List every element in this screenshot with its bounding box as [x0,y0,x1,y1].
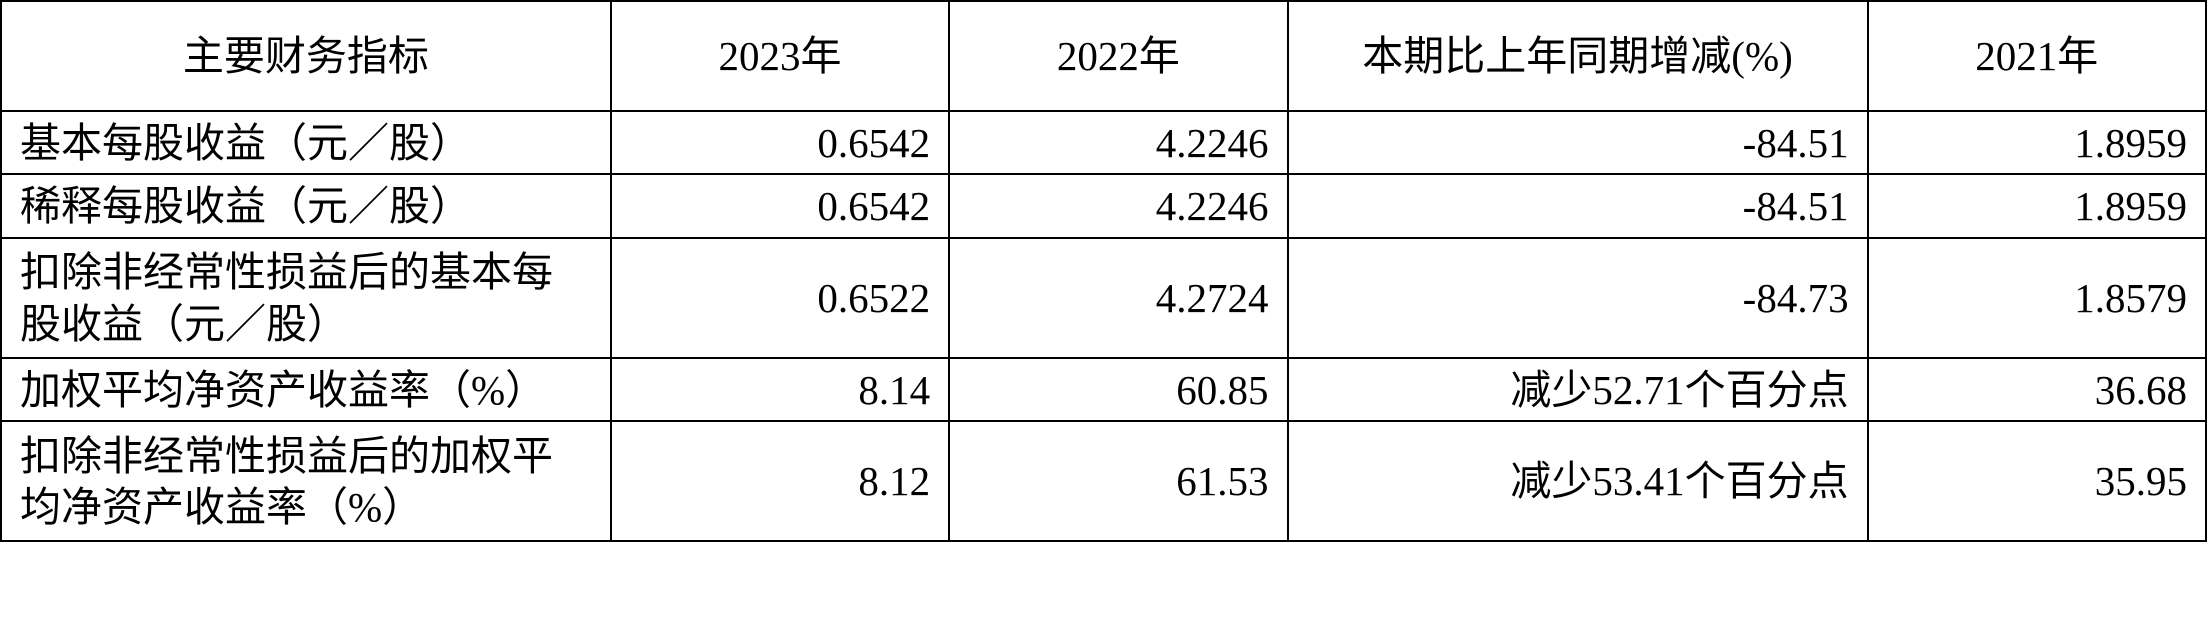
cell-2022: 60.85 [949,358,1287,421]
cell-2021: 35.95 [1868,421,2206,541]
cell-2023: 0.6542 [611,111,949,174]
cell-metric: 扣除非经常性损益后的加权平均净资产收益率（%） [1,421,611,541]
cell-yoy: -84.51 [1288,111,1868,174]
table-row: 加权平均净资产收益率（%） 8.14 60.85 减少52.71个百分点 36.… [1,358,2206,421]
financial-metrics-table: 主要财务指标 2023年 2022年 本期比上年同期增减(%) 2021年 基本… [0,0,2207,542]
cell-2022: 4.2246 [949,111,1287,174]
cell-yoy: 减少52.71个百分点 [1288,358,1868,421]
table-row: 基本每股收益（元／股） 0.6542 4.2246 -84.51 1.8959 [1,111,2206,174]
cell-metric: 稀释每股收益（元／股） [1,174,611,237]
cell-yoy: -84.73 [1288,238,1868,358]
cell-2022: 4.2246 [949,174,1287,237]
cell-metric: 基本每股收益（元／股） [1,111,611,174]
cell-2022: 4.2724 [949,238,1287,358]
cell-yoy: -84.51 [1288,174,1868,237]
col-header-metric: 主要财务指标 [1,1,611,111]
cell-2021: 1.8579 [1868,238,2206,358]
col-header-2022: 2022年 [949,1,1287,111]
cell-2023: 8.12 [611,421,949,541]
col-header-yoy: 本期比上年同期增减(%) [1288,1,1868,111]
cell-2021: 36.68 [1868,358,2206,421]
col-header-2021: 2021年 [1868,1,2206,111]
table-header-row: 主要财务指标 2023年 2022年 本期比上年同期增减(%) 2021年 [1,1,2206,111]
cell-2023: 0.6522 [611,238,949,358]
table-row: 扣除非经常性损益后的基本每股收益（元／股） 0.6522 4.2724 -84.… [1,238,2206,358]
cell-2023: 0.6542 [611,174,949,237]
cell-yoy: 减少53.41个百分点 [1288,421,1868,541]
table-row: 稀释每股收益（元／股） 0.6542 4.2246 -84.51 1.8959 [1,174,2206,237]
col-header-2023: 2023年 [611,1,949,111]
table-row: 扣除非经常性损益后的加权平均净资产收益率（%） 8.12 61.53 减少53.… [1,421,2206,541]
cell-metric: 扣除非经常性损益后的基本每股收益（元／股） [1,238,611,358]
financial-metrics-table-container: 主要财务指标 2023年 2022年 本期比上年同期增减(%) 2021年 基本… [0,0,2207,542]
cell-2021: 1.8959 [1868,111,2206,174]
cell-2021: 1.8959 [1868,174,2206,237]
cell-2022: 61.53 [949,421,1287,541]
cell-2023: 8.14 [611,358,949,421]
cell-metric: 加权平均净资产收益率（%） [1,358,611,421]
